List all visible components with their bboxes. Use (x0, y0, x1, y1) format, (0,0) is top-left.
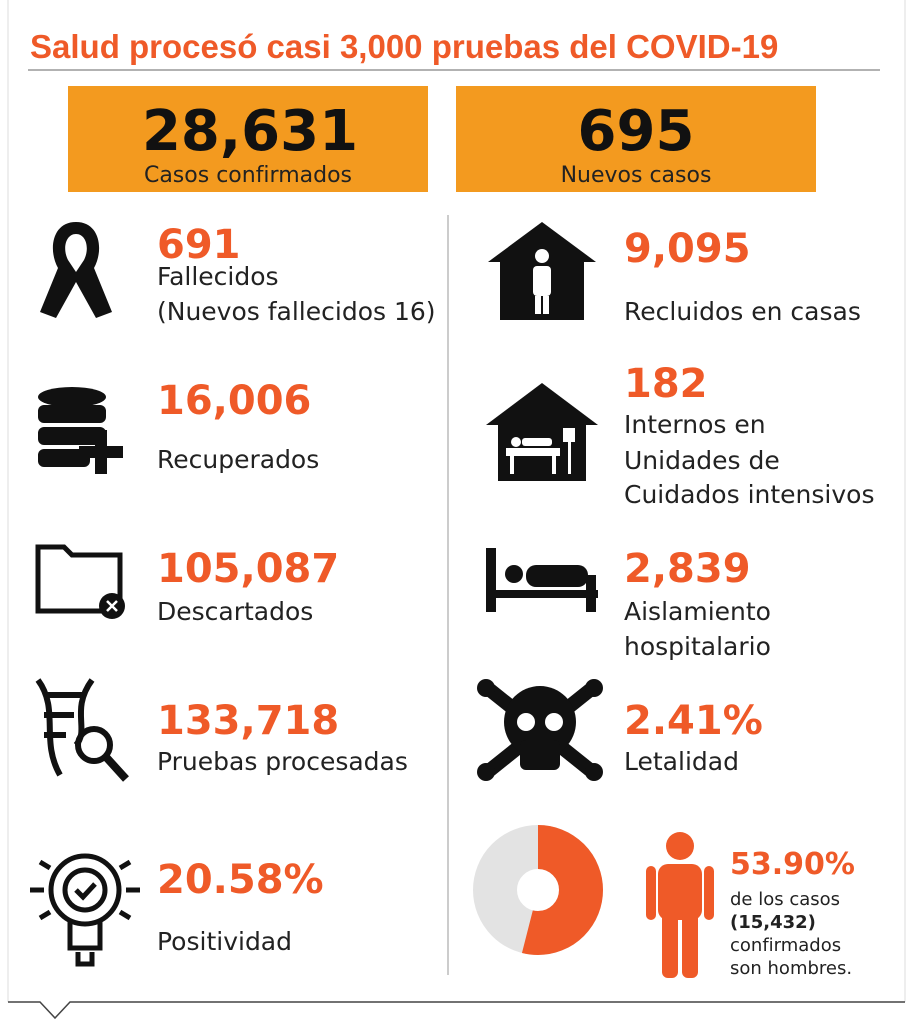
icon-house (488, 222, 596, 320)
stat-label: Pruebas procesadas (157, 747, 408, 776)
stat-value: 2.41% (624, 698, 763, 744)
stat-label: Internos en (624, 410, 766, 439)
icon-bulb (30, 853, 140, 967)
stat-label: Recuperados (157, 445, 319, 474)
stat-value: 9,095 (624, 226, 751, 272)
stat-label: Recluidos en casas (624, 297, 861, 326)
stat-label: Letalidad (624, 747, 739, 776)
stat-value: 2,839 (624, 546, 751, 592)
headline-box (68, 86, 428, 192)
icon-skull (477, 679, 603, 781)
frame-bottom (8, 1001, 905, 1020)
stat-value: 691 (157, 222, 241, 268)
icon-database (38, 387, 123, 474)
stat-label: Cuidados intensivos (624, 480, 874, 509)
headline-value: 28,631 (142, 99, 358, 164)
share-text: son hombres. (730, 958, 852, 979)
share-text: (15,432) (730, 912, 816, 933)
headline-label: Casos confirmados (144, 163, 352, 188)
stat-label: (Nuevos fallecidos 16) (157, 297, 436, 326)
share-text: de los casos (730, 889, 840, 910)
title: Salud procesó casi 3,000 pruebas del COV… (30, 28, 778, 65)
icon-icu (486, 383, 598, 481)
share-text: confirmados (730, 935, 841, 956)
stat-value: 133,718 (157, 698, 339, 744)
share-value: 53.90% (730, 847, 855, 882)
headline-box (456, 86, 816, 192)
headline-value: 695 (578, 99, 695, 164)
icon-hospital-bed (486, 548, 598, 612)
stat-value: 182 (624, 361, 708, 407)
stat-label: hospitalario (624, 632, 771, 661)
stat-value: 16,006 (157, 378, 311, 424)
icon-ribbon (40, 222, 112, 318)
stat-label: Unidades de (624, 446, 780, 475)
stat-label: Descartados (157, 597, 313, 626)
stat-value: 105,087 (157, 546, 339, 592)
icon-dna (35, 678, 129, 782)
stat-label: Fallecidos (157, 262, 279, 291)
stat-value: 20.58% (157, 857, 324, 903)
stat-label: Positividad (157, 927, 292, 956)
headline-label: Nuevos casos (561, 163, 712, 188)
stat-label: Aislamiento (624, 597, 771, 626)
icon-folder (35, 544, 125, 619)
icon-person (646, 832, 714, 978)
donut-segment (473, 825, 603, 955)
